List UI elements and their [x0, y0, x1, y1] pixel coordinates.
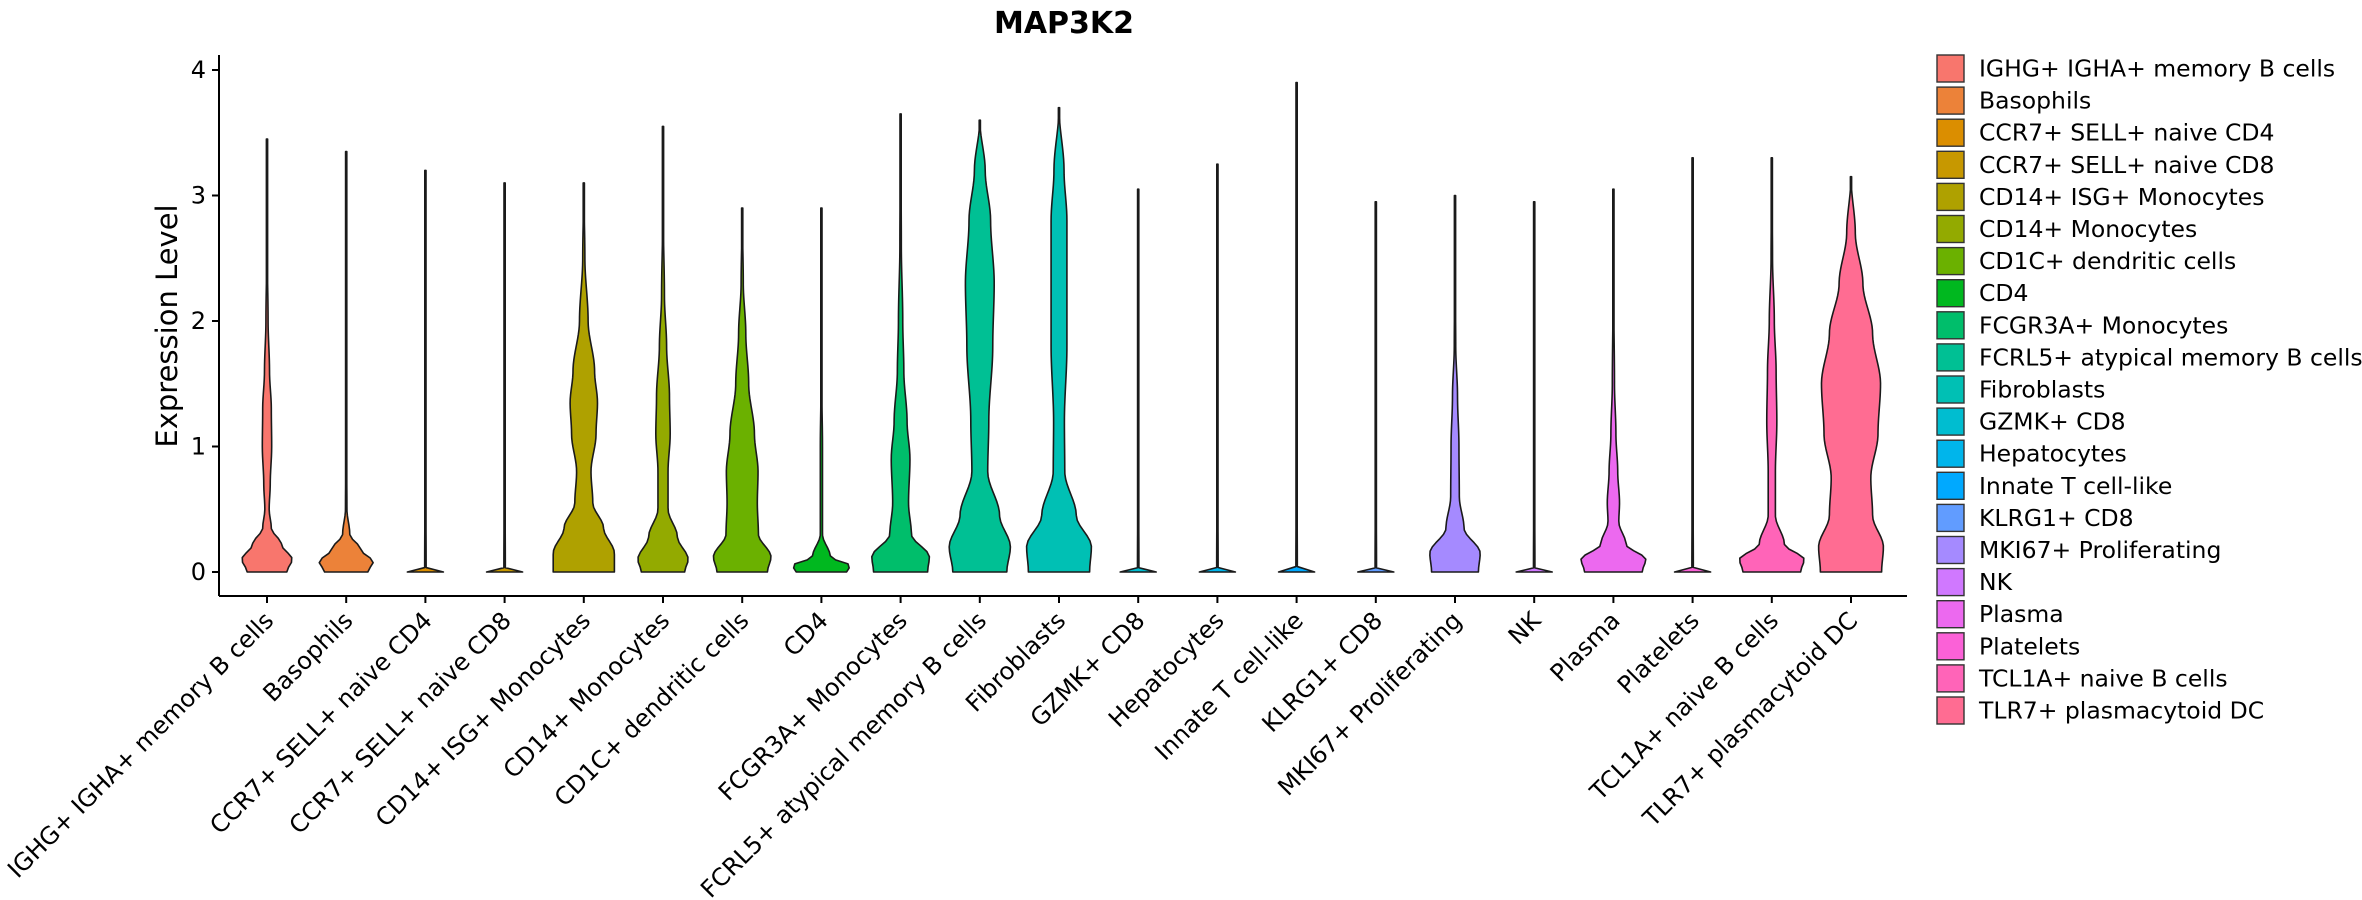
legend-swatch — [1936, 214, 1965, 244]
legend-label: CD1C+ dendritic cells — [1979, 247, 2236, 275]
y-tick-label: 1 — [191, 433, 206, 461]
x-tick-label: Plasma — [1545, 606, 1626, 687]
legend-swatch — [1936, 311, 1965, 340]
y-axis: 0 1 2 3 4 — [191, 55, 220, 596]
violin-18 — [1580, 188, 1647, 573]
chart-title: MAP3K2 — [994, 6, 1134, 41]
violin-21 — [1817, 175, 1885, 573]
legend-label: MKI67+ Proliferating — [1979, 536, 2221, 564]
legend-swatch — [1936, 54, 1965, 83]
y-tick-label: 2 — [191, 307, 206, 335]
x-tick-label: Innate T cell-like — [1149, 606, 1308, 765]
violin-5 — [552, 182, 616, 573]
legend-swatch — [1936, 535, 1965, 565]
legend-swatch — [1936, 567, 1965, 597]
legend-label: IGHG+ IGHA+ memory B cells — [1979, 55, 2335, 83]
violin-1 — [241, 138, 293, 573]
legend-swatch — [1936, 279, 1965, 308]
legend-label: CD14+ ISG+ Monocytes — [1979, 183, 2264, 211]
violin-17 — [1515, 200, 1553, 573]
legend-swatch — [1936, 632, 1965, 661]
legend-label: Plasma — [1979, 600, 2064, 628]
violin-14 — [1277, 81, 1316, 573]
violin-15 — [1357, 200, 1395, 573]
y-tick-label: 0 — [191, 558, 206, 586]
legend-label: GZMK+ CD8 — [1979, 408, 2126, 436]
violin-10 — [948, 119, 1012, 573]
x-axis: IGHG+ IGHA+ memory B cellsBasophilsCCR7+… — [2, 595, 1907, 900]
violin-16 — [1429, 194, 1481, 573]
legend-swatch — [1936, 407, 1965, 436]
x-tick-label: IGHG+ IGHA+ memory B cells — [2, 606, 279, 883]
legend-label: TLR7+ plasmacytoid DC — [1978, 697, 2264, 725]
legend-swatch — [1936, 375, 1965, 404]
violin-8 — [792, 207, 850, 573]
legend-swatch — [1936, 343, 1965, 372]
legend-label: Basophils — [1979, 87, 2091, 115]
legend-label: CCR7+ SELL+ naive CD8 — [1979, 151, 2274, 179]
x-tick-label: CD4 — [778, 606, 834, 662]
legend-swatch — [1936, 182, 1965, 212]
legend-swatch — [1936, 664, 1965, 693]
violin-9 — [871, 113, 931, 573]
legend-swatch — [1936, 86, 1965, 115]
violin-19 — [1673, 157, 1712, 573]
legend-label: Fibroblasts — [1979, 376, 2105, 404]
legend-swatch — [1936, 246, 1965, 276]
legend-label: CD4 — [1979, 279, 2028, 307]
y-tick-label: 3 — [191, 182, 206, 210]
violin-3 — [406, 169, 445, 573]
legend-label: NK — [1979, 568, 2013, 596]
legend-label: Platelets — [1979, 632, 2080, 660]
violin-2 — [318, 150, 374, 573]
violin-11 — [1025, 106, 1093, 573]
legend: IGHG+ IGHA+ memory B cells Basophils CCR7+… — [1936, 54, 2362, 725]
x-tick-label: FCRL5+ atypical memory B cells — [695, 606, 992, 900]
legend-swatch — [1936, 439, 1965, 468]
legend-label: CD14+ Monocytes — [1979, 215, 2197, 243]
violin-group — [241, 81, 1885, 573]
violin-6 — [637, 125, 689, 573]
legend-swatch — [1936, 696, 1965, 725]
legend-label: FCRL5+ atypical memory B cells — [1979, 343, 2362, 371]
violin-4 — [485, 182, 524, 573]
legend-label: Innate T cell-like — [1979, 472, 2172, 500]
x-tick-label: NK — [1503, 606, 1548, 651]
legend-label: KLRG1+ CD8 — [1979, 504, 2134, 532]
legend-label: CCR7+ SELL+ naive CD4 — [1979, 119, 2274, 147]
legend-label: TCL1A+ naive B cells — [1978, 664, 2228, 692]
legend-swatch — [1936, 600, 1965, 629]
legend-swatch — [1936, 471, 1965, 500]
violin-20 — [1738, 157, 1805, 573]
legend-swatch — [1936, 118, 1965, 147]
y-axis-label: Expression Level — [150, 204, 184, 447]
legend-swatch — [1936, 150, 1965, 180]
y-tick-label: 4 — [191, 56, 206, 84]
legend-label: Hepatocytes — [1979, 440, 2127, 468]
violin-7 — [712, 207, 772, 573]
legend-label: FCGR3A+ Monocytes — [1979, 311, 2228, 339]
legend-swatch — [1936, 503, 1965, 533]
violin-12 — [1119, 188, 1157, 573]
violin-13 — [1198, 163, 1237, 573]
